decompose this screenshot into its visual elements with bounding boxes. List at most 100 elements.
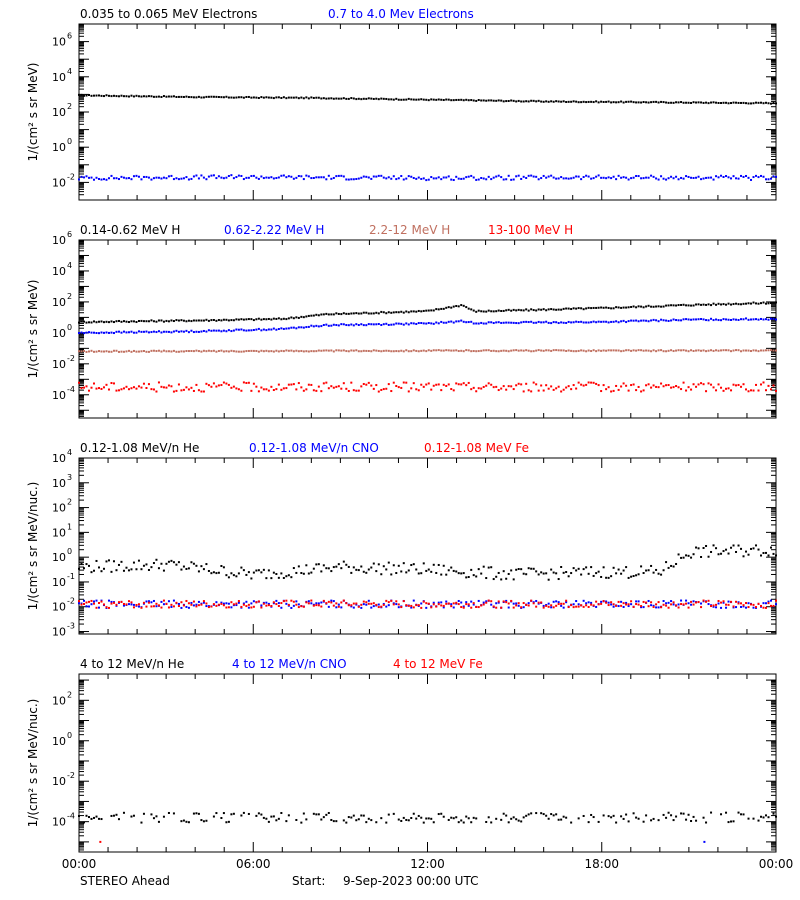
data-point bbox=[262, 96, 265, 99]
data-point bbox=[387, 311, 390, 314]
data-point bbox=[147, 320, 150, 323]
data-point bbox=[312, 176, 315, 179]
data-point bbox=[370, 312, 373, 315]
data-point bbox=[597, 101, 600, 104]
data-point bbox=[217, 571, 220, 574]
data-point bbox=[540, 349, 543, 352]
data-point bbox=[82, 599, 85, 602]
data-point bbox=[225, 350, 228, 353]
data-point bbox=[577, 817, 580, 820]
data-point bbox=[440, 307, 443, 310]
data-point bbox=[580, 604, 583, 607]
data-point bbox=[542, 174, 545, 177]
data-point bbox=[357, 605, 360, 608]
data-point bbox=[732, 303, 735, 306]
data-point bbox=[505, 321, 508, 324]
data-point bbox=[437, 383, 440, 386]
data-point bbox=[487, 382, 490, 385]
data-point bbox=[100, 331, 103, 334]
data-point bbox=[460, 98, 463, 101]
data-point bbox=[520, 100, 523, 103]
data-point bbox=[180, 606, 183, 609]
data-point bbox=[157, 176, 160, 179]
data-point bbox=[120, 175, 123, 178]
data-point bbox=[702, 816, 705, 819]
data-point bbox=[187, 319, 190, 322]
data-point bbox=[215, 95, 218, 98]
data-point bbox=[135, 603, 138, 606]
data-point bbox=[115, 569, 118, 572]
data-point bbox=[365, 324, 368, 327]
data-point bbox=[237, 600, 240, 603]
data-point bbox=[107, 350, 110, 353]
data-point bbox=[450, 349, 453, 352]
data-point bbox=[487, 599, 490, 602]
data-point bbox=[442, 815, 445, 818]
data-point bbox=[645, 384, 648, 387]
data-point bbox=[472, 309, 475, 312]
data-point bbox=[712, 319, 715, 322]
data-point bbox=[555, 100, 558, 103]
data-point bbox=[680, 388, 683, 391]
data-point bbox=[302, 326, 305, 329]
data-point bbox=[392, 323, 395, 326]
data-point bbox=[202, 349, 205, 352]
data-point bbox=[507, 350, 510, 353]
data-point bbox=[772, 317, 775, 320]
data-point bbox=[625, 813, 628, 816]
data-point bbox=[422, 309, 425, 312]
data-point bbox=[262, 328, 265, 331]
data-point bbox=[597, 603, 600, 606]
data-point bbox=[217, 329, 220, 332]
data-point bbox=[407, 819, 410, 822]
data-point bbox=[602, 814, 605, 817]
data-point bbox=[670, 564, 673, 567]
data-point bbox=[732, 820, 735, 823]
data-point bbox=[95, 94, 98, 97]
data-point bbox=[410, 350, 413, 353]
data-point bbox=[580, 573, 583, 576]
data-point bbox=[312, 325, 315, 328]
data-point bbox=[245, 573, 248, 576]
data-point bbox=[285, 349, 288, 352]
data-point bbox=[145, 320, 148, 323]
data-point bbox=[577, 567, 580, 570]
data-point bbox=[562, 571, 565, 574]
data-point bbox=[427, 602, 430, 605]
data-point bbox=[702, 547, 705, 550]
data-point bbox=[762, 102, 765, 105]
data-point bbox=[385, 568, 388, 571]
data-point bbox=[457, 350, 460, 353]
data-point bbox=[412, 812, 415, 815]
data-point bbox=[517, 819, 520, 822]
data-point bbox=[407, 97, 410, 100]
data-point bbox=[737, 177, 740, 180]
data-point bbox=[472, 386, 475, 389]
data-point bbox=[372, 602, 375, 605]
data-point bbox=[605, 601, 608, 604]
data-point bbox=[185, 820, 188, 823]
data-point bbox=[582, 384, 585, 387]
data-point bbox=[90, 386, 93, 389]
data-point bbox=[290, 576, 293, 579]
data-point bbox=[295, 349, 298, 352]
data-point bbox=[327, 324, 330, 327]
data-point bbox=[550, 606, 553, 609]
data-point bbox=[410, 175, 413, 178]
data-point bbox=[497, 571, 500, 574]
data-point bbox=[607, 815, 610, 818]
data-point bbox=[237, 328, 240, 331]
data-point bbox=[85, 814, 88, 817]
data-point bbox=[350, 381, 353, 384]
data-point bbox=[702, 349, 705, 352]
data-point bbox=[602, 349, 605, 352]
data-point bbox=[497, 99, 500, 102]
data-point bbox=[632, 305, 635, 308]
data-point bbox=[450, 603, 453, 606]
data-point bbox=[297, 565, 300, 568]
data-point bbox=[157, 330, 160, 333]
data-point bbox=[515, 602, 518, 605]
data-point bbox=[165, 602, 168, 605]
data-point bbox=[365, 821, 368, 824]
data-point bbox=[397, 564, 400, 567]
